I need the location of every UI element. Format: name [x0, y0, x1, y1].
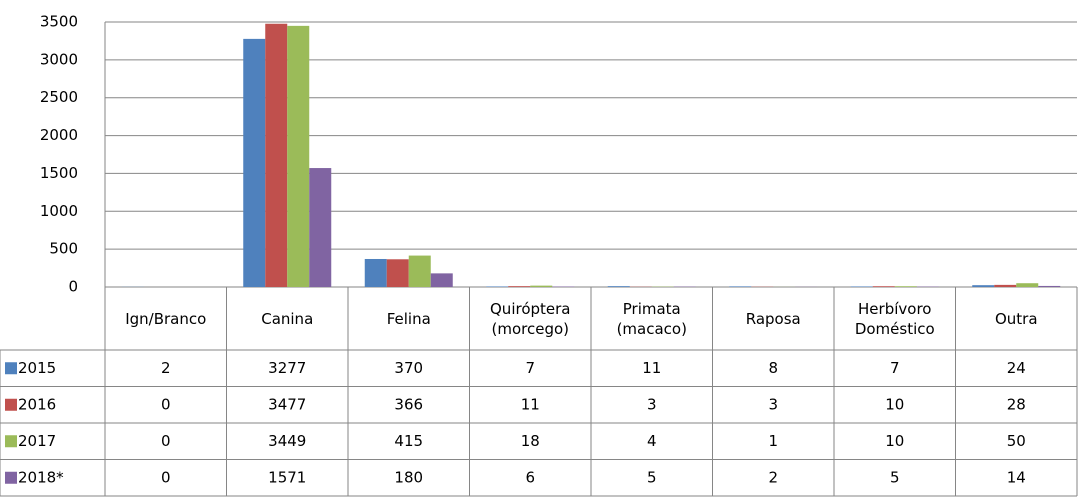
table-value: 18 [521, 432, 540, 450]
y-tick-label: 3000 [40, 50, 78, 68]
legend-key [5, 398, 17, 411]
x-tick-label: Felina [386, 309, 431, 328]
table-value: 4 [647, 432, 657, 450]
bar [850, 286, 873, 287]
table-value: 366 [394, 395, 423, 413]
table-value: 2 [768, 468, 778, 486]
bar [309, 168, 332, 287]
category-cell: Ign/Branco [105, 287, 227, 350]
bar [894, 286, 917, 287]
table-value: 3449 [268, 432, 306, 450]
bar [430, 273, 453, 287]
y-tick-label: 1500 [40, 164, 78, 182]
category-label-box: Primata (macaco) [591, 287, 713, 350]
y-tick-label: 3500 [40, 13, 78, 31]
category-label-box: Outra [956, 287, 1078, 350]
category-cell: Outra [956, 287, 1078, 350]
x-tick-label: Primata (macaco) [616, 299, 687, 338]
bar [994, 284, 1017, 287]
table-value: 6 [525, 468, 535, 486]
table-value: 8 [768, 359, 778, 377]
table-value: 14 [1007, 468, 1026, 486]
bar [729, 286, 752, 287]
table-value: 3 [647, 395, 657, 413]
bar [408, 255, 431, 287]
category-label-box: Raposa [713, 287, 835, 350]
y-tick-label: 2000 [40, 126, 78, 144]
table-value: 7 [890, 359, 900, 377]
table-value: 370 [394, 359, 423, 377]
legend-label: 2016 [18, 395, 56, 413]
table-value: 2 [161, 359, 171, 377]
category-label-box: Canina [227, 287, 349, 350]
bar [243, 38, 266, 288]
table-value: 0 [161, 468, 171, 486]
category-cell: Felina [348, 287, 470, 350]
x-tick-label: Quiróptera (morcego) [490, 299, 571, 338]
legend-key [5, 435, 17, 448]
category-cell: Herbívoro Doméstico [834, 287, 956, 350]
bar [386, 259, 409, 287]
x-tick-label: Canina [261, 309, 314, 328]
legend-key [5, 362, 17, 375]
bar [530, 285, 553, 287]
legend-key [5, 471, 17, 484]
category-cell: Canina [227, 287, 349, 350]
bar [972, 285, 995, 287]
table-value: 10 [885, 432, 904, 450]
bar [1016, 283, 1039, 287]
x-tick-label: Raposa [745, 309, 801, 328]
legend-label: 2018* [18, 468, 64, 486]
y-tick-label: 500 [49, 240, 78, 258]
table-value: 5 [647, 468, 657, 486]
category-label-box: Herbívoro Doméstico [834, 287, 956, 350]
category-label-box: Quiróptera (morcego) [470, 287, 592, 350]
category-cell: Raposa [713, 287, 835, 350]
table-value: 7 [525, 359, 535, 377]
bar [486, 286, 509, 287]
x-tick-label: Herbívoro Doméstico [854, 299, 935, 338]
table-value: 1571 [268, 468, 306, 486]
y-tick-label: 1000 [40, 202, 78, 220]
table-value: 28 [1007, 395, 1026, 413]
table-value: 11 [521, 395, 540, 413]
category-label-box: Felina [348, 287, 470, 350]
table-value: 11 [642, 359, 661, 377]
y-tick-label: 2500 [40, 88, 78, 106]
table-value: 5 [890, 468, 900, 486]
bar [872, 286, 895, 287]
x-tick-label: Ign/Branco [125, 309, 207, 328]
legend-label: 2015 [18, 359, 56, 377]
category-cell: Primata (macaco) [591, 287, 713, 350]
category-cell: Quiróptera (morcego) [470, 287, 592, 350]
table-value: 3277 [268, 359, 306, 377]
category-label-box: Ign/Branco [105, 287, 227, 350]
bar [607, 286, 630, 287]
legend-label: 2017 [18, 432, 56, 450]
table-value: 50 [1007, 432, 1026, 450]
table-value: 415 [394, 432, 423, 450]
table-value: 10 [885, 395, 904, 413]
table-value: 0 [161, 395, 171, 413]
bar [265, 23, 288, 288]
table-value: 0 [161, 432, 171, 450]
bar [287, 25, 310, 288]
bar [364, 258, 387, 287]
bar [1038, 285, 1061, 287]
table-value: 24 [1007, 359, 1026, 377]
table-value: 1 [768, 432, 778, 450]
x-tick-label: Outra [994, 309, 1038, 328]
bar [508, 286, 531, 287]
table-value: 3477 [268, 395, 306, 413]
y-tick-label: 0 [68, 278, 78, 296]
table-value: 3 [768, 395, 778, 413]
table-value: 180 [394, 468, 423, 486]
